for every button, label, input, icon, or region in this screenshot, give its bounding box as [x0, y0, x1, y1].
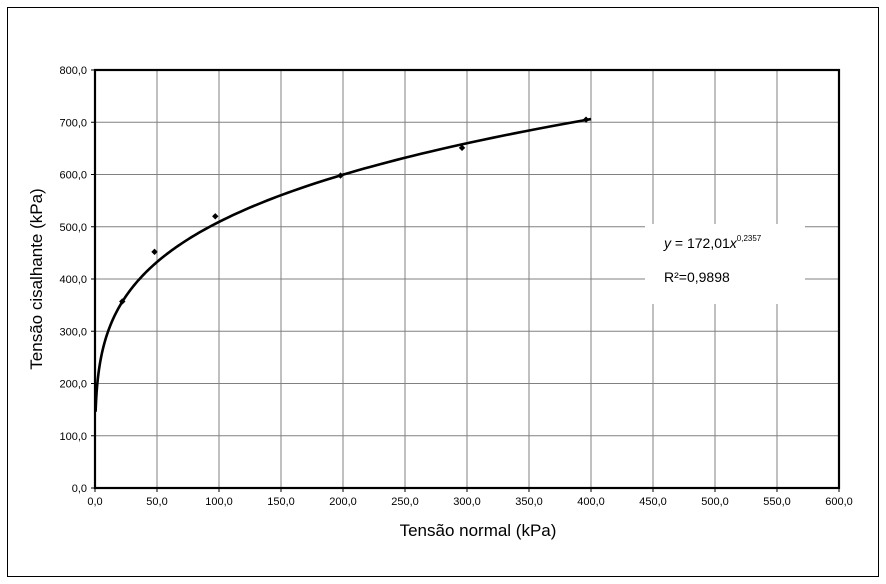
- y-tick-label: 200,0: [59, 379, 87, 391]
- equation-exponent: 0,2357: [737, 234, 762, 243]
- trendline-equation: y = 172,01x0,2357: [663, 234, 762, 251]
- plot-border: [93, 68, 841, 490]
- y-tick-label: 700,0: [59, 117, 87, 129]
- x-tick-label: 200,0: [329, 496, 357, 508]
- trendline: [94, 117, 592, 412]
- x-tick-label: 400,0: [577, 496, 605, 508]
- x-tick-label: 500,0: [701, 496, 729, 508]
- axes: [91, 68, 841, 492]
- data-point: [458, 144, 466, 152]
- data-point: [119, 298, 126, 305]
- x-axis-title: Tensão normal (kPa): [400, 521, 557, 540]
- r-squared-label: R²=0,9898: [664, 269, 730, 285]
- y-axis-title: Tensão cisalhante (kPa): [27, 188, 46, 369]
- y-tick-label: 400,0: [59, 274, 87, 286]
- x-tick-label: 450,0: [639, 496, 667, 508]
- y-tick-label: 300,0: [59, 326, 87, 338]
- data-point: [151, 248, 158, 256]
- equation-body: = 172,01: [671, 235, 730, 251]
- x-tick-label: 300,0: [453, 496, 481, 508]
- y-tick-label: 500,0: [59, 222, 87, 234]
- x-tick-label: 250,0: [391, 496, 419, 508]
- equation-background: [645, 224, 805, 304]
- x-tick-label: 150,0: [267, 496, 295, 508]
- data-points: [119, 116, 590, 305]
- equation-box: y = 172,01x0,2357 R²=0,9898: [645, 224, 805, 304]
- equation-x: x: [729, 235, 738, 251]
- gridlines: [95, 70, 839, 488]
- x-tick-label: 100,0: [205, 496, 233, 508]
- y-tick-label: 800,0: [59, 65, 87, 77]
- x-tick-label: 50,0: [146, 496, 167, 508]
- x-tick-label: 0,0: [87, 496, 102, 508]
- y-tick-label: 0,0: [72, 483, 87, 495]
- tick-labels: 0,0 50,0 100,0 150,0 200,0 250,0 300,0 350,0 400…: [59, 65, 852, 508]
- data-point: [337, 172, 344, 179]
- y-tick-label: 100,0: [59, 431, 87, 443]
- data-point: [582, 116, 590, 123]
- data-point: [212, 213, 219, 220]
- equation-y: y: [663, 235, 672, 251]
- x-tick-label: 600,0: [825, 496, 853, 508]
- x-tick-label: 350,0: [515, 496, 543, 508]
- y-tick-label: 600,0: [59, 170, 87, 182]
- x-tick-label: 550,0: [763, 496, 791, 508]
